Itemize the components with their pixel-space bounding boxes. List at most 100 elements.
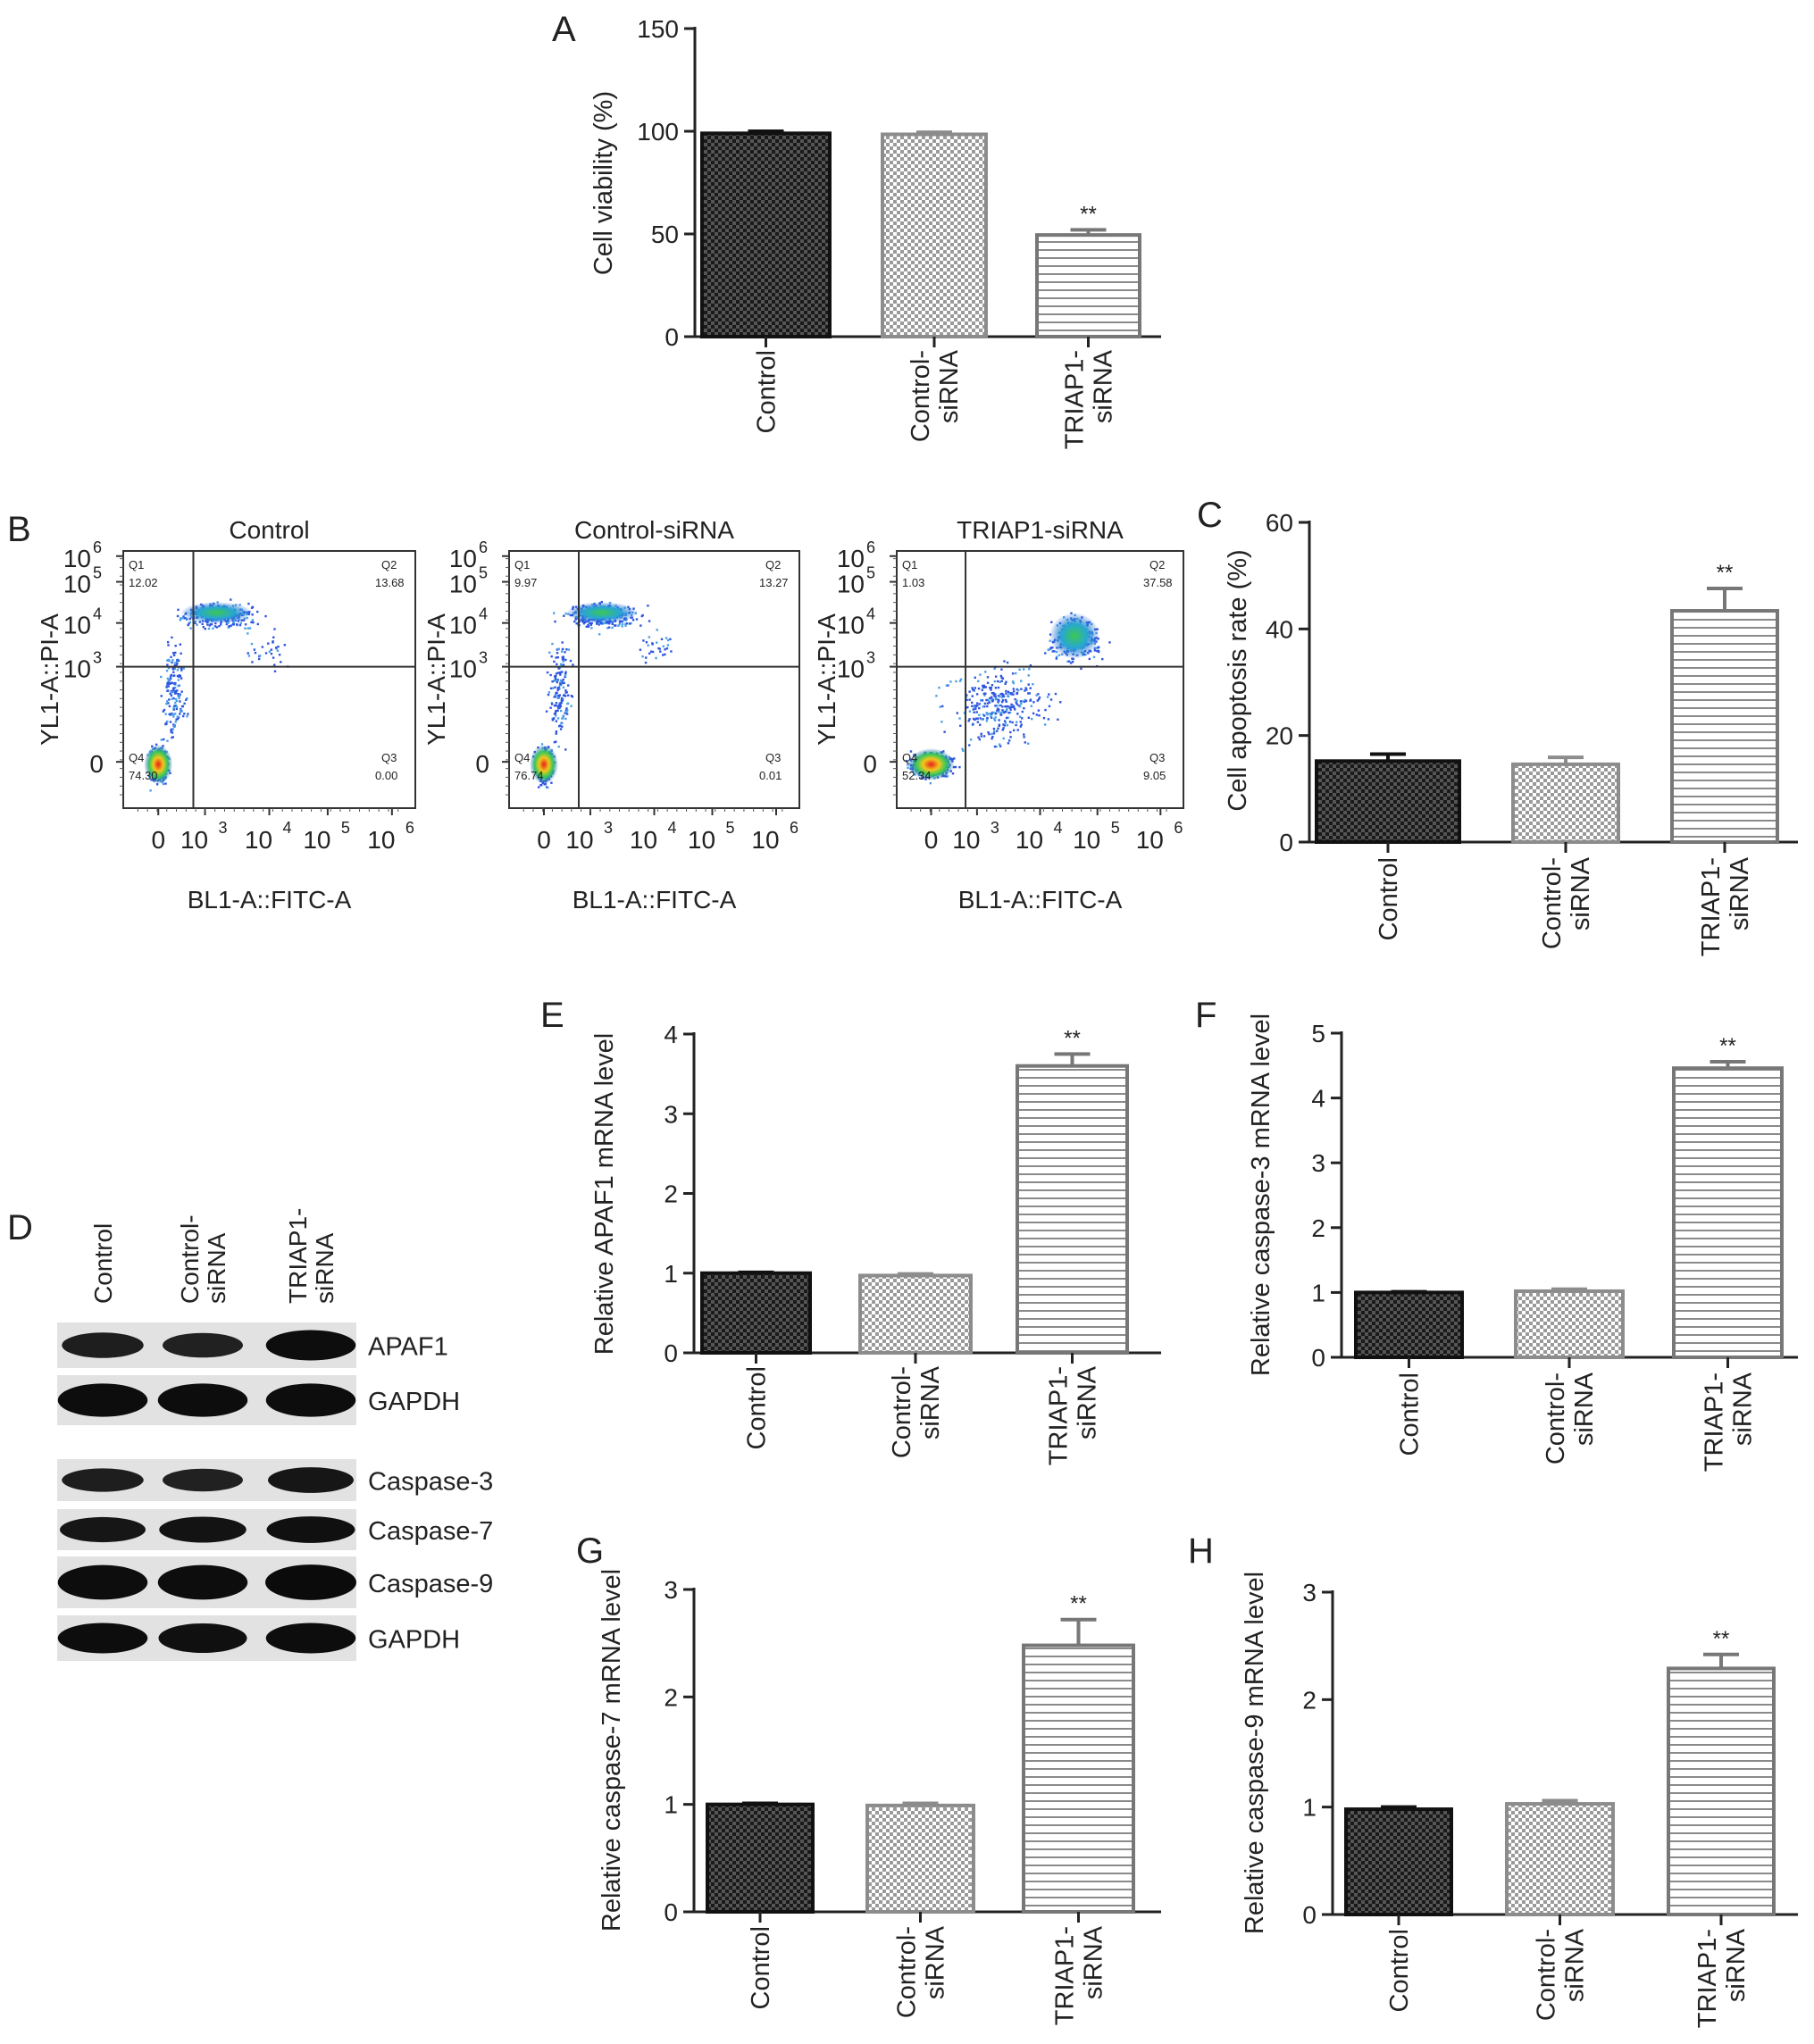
scatter-point [1036, 699, 1039, 702]
category-label: Control [747, 1926, 775, 2010]
scatter-point [247, 632, 249, 635]
scatter-point [1015, 701, 1017, 704]
scatter-point [1080, 667, 1083, 671]
scatter-point [617, 624, 620, 627]
scatter-point [163, 708, 166, 712]
scatter-point [186, 715, 188, 718]
scatter-point [993, 717, 996, 721]
scatter-point [551, 687, 555, 689]
category-label: siRNA [1729, 1372, 1758, 1446]
scatter-point [164, 722, 168, 725]
scatter-point [1011, 680, 1015, 683]
quadrant-name: Q4 [129, 751, 144, 764]
scatter-point [170, 673, 172, 677]
scatter-point [1024, 687, 1027, 689]
scatter-point [1005, 689, 1007, 693]
panel-a: A 0 50 100 150 Cell viability (%) Control Contr… [552, 10, 1161, 449]
scatter-point [974, 718, 976, 722]
scatter-point [171, 697, 173, 700]
scatter-point [186, 697, 188, 700]
scatter-point [201, 622, 204, 626]
density-core [144, 745, 173, 785]
bar-control-sirna [865, 1803, 975, 1914]
scatter-point [1101, 657, 1104, 661]
scatter-point [250, 642, 254, 646]
scatter-point [283, 644, 287, 647]
scatter-point [551, 719, 555, 722]
scatter-point [625, 622, 629, 625]
scatter-point [177, 716, 180, 719]
x-tick-base: 10 [1016, 826, 1043, 854]
scatter-point [171, 668, 175, 671]
category-label: TRIAP1- [1697, 857, 1726, 956]
scatter-point [560, 697, 564, 700]
scatter-point [1037, 693, 1040, 696]
scatter-point [215, 626, 219, 629]
x-tick-base: 10 [367, 826, 395, 854]
scatter-point [549, 706, 552, 709]
scatter-point [992, 732, 996, 735]
scatter-point [1048, 705, 1051, 708]
scatter-point [984, 671, 987, 673]
scatter-point [991, 699, 994, 702]
scatter-point [175, 660, 179, 663]
scatter-point [1030, 705, 1032, 707]
scatter-point [958, 717, 961, 720]
scatter-point [171, 736, 174, 738]
scatter-point [1054, 692, 1057, 696]
y-tick-exponent: 6 [479, 538, 488, 556]
scatter-point [997, 727, 999, 730]
quadrant-value-q4: 74.30 [129, 769, 158, 782]
x-tick-base: 10 [952, 826, 980, 854]
scatter-point [1024, 741, 1027, 744]
significance-marker: ** [1070, 1592, 1087, 1616]
bar-triap1-sirna [1016, 1064, 1129, 1355]
scatter-point [938, 686, 940, 689]
flow-plot-title: TRIAP1-siRNA [957, 516, 1124, 544]
scatter-point [564, 748, 567, 751]
scatter-point [1029, 698, 1032, 701]
y-tick-label: 60 [1266, 509, 1293, 537]
scatter-point [1000, 696, 1004, 699]
x-tick-exponent: 6 [405, 819, 414, 837]
scatter-point [160, 675, 163, 679]
category-label: Control- [1538, 857, 1567, 949]
scatter-point [557, 647, 560, 651]
scatter-point [666, 644, 670, 647]
category-label: Control [1375, 857, 1403, 941]
scatter-point [1042, 716, 1046, 720]
scatter-point [165, 702, 168, 705]
bar-control-sirna [881, 132, 988, 338]
scatter-point [267, 642, 270, 645]
scatter-point [168, 659, 171, 663]
scatter-point [992, 693, 996, 696]
scatter-point [991, 691, 994, 695]
y-tick-exponent: 3 [866, 649, 875, 667]
scatter-point [167, 685, 171, 688]
scatter-point [247, 652, 249, 655]
bar-control [700, 131, 832, 338]
scatter-point [180, 677, 183, 680]
scatter-point [1055, 657, 1058, 660]
scatter-point [556, 709, 559, 712]
scatter-point [1005, 716, 1008, 720]
panel-label: B [7, 510, 31, 549]
scatter-point [558, 706, 561, 709]
y-tick-label: 100 [637, 118, 679, 146]
x-tick-base: 10 [180, 826, 208, 854]
scatter-point [554, 694, 556, 697]
scatter-point [169, 692, 171, 696]
scatter-point [185, 618, 188, 621]
scatter-point [989, 687, 991, 689]
scatter-point [550, 703, 554, 705]
scatter-point [240, 619, 243, 622]
scatter-point [1018, 668, 1021, 672]
scatter-point [165, 669, 169, 672]
scatter-point [582, 622, 586, 625]
scatter-point [548, 691, 551, 694]
y-tick-base: 0 [89, 750, 104, 778]
scatter-point [975, 693, 979, 696]
scatter-point [1027, 692, 1030, 695]
scatter-point [564, 712, 566, 714]
y-tick-exponent: 5 [93, 564, 102, 582]
